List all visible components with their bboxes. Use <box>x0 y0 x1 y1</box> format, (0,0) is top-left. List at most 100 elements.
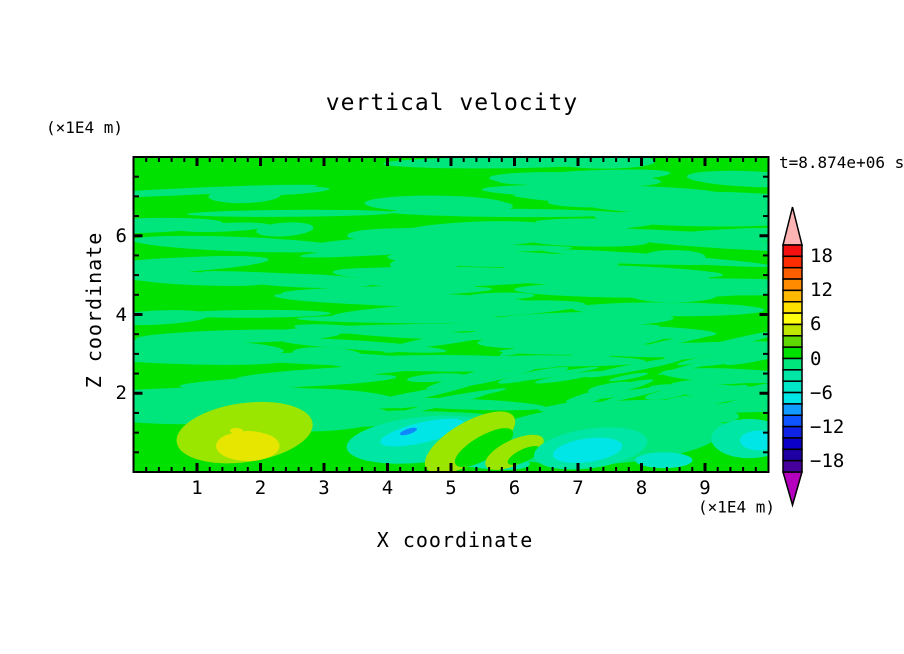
streak <box>724 354 768 365</box>
streak <box>626 332 674 346</box>
streak <box>663 344 729 359</box>
colorbar-segment <box>782 266 803 280</box>
x-tick-label-7: 7 <box>572 477 584 499</box>
colorbar-segment <box>782 289 803 303</box>
streak <box>394 411 498 419</box>
streak <box>134 256 269 276</box>
streak <box>134 271 271 286</box>
x-tick-label-9: 9 <box>699 477 711 499</box>
streak <box>585 357 685 378</box>
streak <box>208 188 281 204</box>
z-axis-unit-label: (×1E4 m) <box>46 118 124 137</box>
colorbar-segment <box>782 346 803 360</box>
streak <box>186 209 395 217</box>
streak <box>661 368 768 384</box>
colorbar-segment <box>782 255 803 269</box>
streak <box>540 249 768 267</box>
colorbar-label-12: 12 <box>810 279 833 302</box>
x-tick-label-2: 2 <box>254 477 267 499</box>
x-tick-label-5: 5 <box>445 477 457 499</box>
streak <box>134 346 349 365</box>
streak <box>686 170 768 188</box>
colorbar-segment <box>782 425 803 439</box>
streak <box>698 384 748 396</box>
streak <box>269 388 397 406</box>
streak <box>668 227 768 242</box>
streak <box>330 300 586 321</box>
streak <box>362 271 455 287</box>
streak <box>389 254 469 271</box>
feature-crescent-1-inner-green <box>454 428 514 468</box>
streak <box>177 309 331 318</box>
streak <box>559 351 602 362</box>
colorbar-label-6: 6 <box>810 313 822 336</box>
streak <box>134 217 223 234</box>
x-tick-label-1: 1 <box>191 477 203 499</box>
streak <box>383 337 445 353</box>
colorbar-segment <box>782 312 803 326</box>
feature-crescent-2-inner-green <box>507 446 541 465</box>
streak <box>591 333 631 344</box>
colorbar-label--18: −18 <box>810 449 845 472</box>
texture-fine-diagonal-streaks <box>363 328 768 415</box>
colorbar-segment <box>782 323 803 337</box>
streak <box>514 282 767 298</box>
colorbar-over-cap <box>782 206 803 246</box>
streak <box>134 235 344 253</box>
colorbar-under-cap <box>782 471 803 508</box>
feature-cyan-blob-right <box>552 437 623 464</box>
streak <box>534 371 602 384</box>
colorbar-segment <box>782 380 803 394</box>
z-axis-title: Z coordinate <box>82 231 106 389</box>
z-tick-label-6: 6 <box>115 224 127 247</box>
x-tick-label-8: 8 <box>635 477 648 499</box>
streak <box>468 292 535 300</box>
streak <box>376 378 489 407</box>
x-tick-label-3: 3 <box>318 477 330 499</box>
streak <box>281 285 493 297</box>
colorbar-segment <box>782 278 803 292</box>
x-tick-label-4: 4 <box>381 477 394 499</box>
streak <box>567 346 636 366</box>
colorbar-segment <box>782 448 803 462</box>
streak <box>235 273 375 288</box>
streak <box>497 366 569 384</box>
streak <box>538 399 600 410</box>
streak <box>256 222 314 237</box>
colorbar-label--12: −12 <box>810 415 845 438</box>
streak <box>380 397 546 411</box>
feature-chartreuse-crescent-1 <box>424 411 516 471</box>
streak <box>621 337 683 354</box>
streak <box>481 184 720 199</box>
x-axis-unit-label: (×1E4 m) <box>697 497 775 517</box>
streak <box>485 253 715 265</box>
feature-cyan-far-right <box>739 430 768 451</box>
streak <box>471 365 517 377</box>
streak <box>625 236 768 253</box>
x-tick-label-6: 6 <box>508 477 521 499</box>
streak <box>657 345 768 375</box>
streak <box>608 372 648 382</box>
colorbar-label-0: 0 <box>810 347 822 370</box>
colorbar-segment <box>782 357 803 371</box>
streak <box>396 388 507 409</box>
streak <box>134 333 314 348</box>
colorbar-label--6: −6 <box>810 381 833 404</box>
streak <box>179 374 397 390</box>
feature-turquoise-patch-right <box>635 452 693 469</box>
colorbar-segment <box>782 414 803 428</box>
feature-spring-patch-left <box>134 402 210 424</box>
colorbar-label-18: 18 <box>810 245 833 268</box>
streak <box>714 380 768 408</box>
colorbar-segment <box>782 244 803 258</box>
streak <box>644 388 691 400</box>
x-axis-title: X coordinate <box>376 528 534 552</box>
streak <box>499 340 557 356</box>
axis-ticks <box>133 157 769 472</box>
colorbar-segment <box>782 437 803 451</box>
streak <box>297 234 482 253</box>
feature-yellow-dot-left <box>230 427 243 434</box>
streak <box>697 343 768 367</box>
